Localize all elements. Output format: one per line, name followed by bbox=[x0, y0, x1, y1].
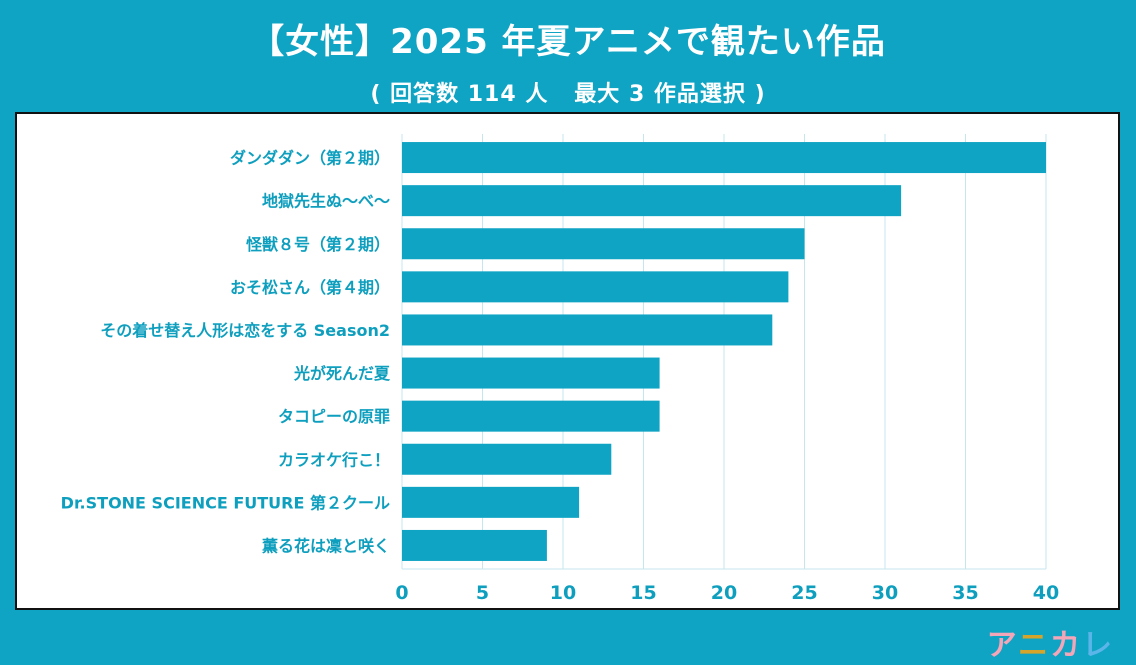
category-label: 怪獣８号（第２期） bbox=[246, 235, 390, 254]
category-label: ダンダダン（第２期） bbox=[230, 149, 390, 168]
x-tick-label: 30 bbox=[872, 582, 898, 604]
chart-panel: ダンダダン（第２期） 地獄先生ぬ～べ～ 怪獣８号（第２期） おそ松さん（第４期） その着… bbox=[15, 112, 1120, 610]
x-tick-label: 10 bbox=[550, 582, 576, 604]
bar bbox=[402, 228, 805, 260]
x-tick-label: 20 bbox=[711, 582, 737, 604]
chart-subtitle: ( 回答数 114 人 最大 3 作品選択 ) bbox=[370, 82, 766, 107]
bar bbox=[402, 185, 902, 217]
x-tick-label: 15 bbox=[630, 582, 656, 604]
logo-char: レ bbox=[1082, 628, 1114, 663]
category-label: カラオケ行こ！ bbox=[278, 450, 390, 469]
bar-chart: ダンダダン（第２期） 地獄先生ぬ～べ～ 怪獣８号（第２期） おそ松さん（第４期） その着… bbox=[61, 134, 1059, 604]
category-label: おそ松さん（第４期） bbox=[230, 278, 390, 297]
category-label: タコピーの原罪 bbox=[278, 407, 390, 426]
category-label: 地獄先生ぬ～べ～ bbox=[262, 192, 390, 211]
x-tick-label: 25 bbox=[791, 582, 817, 604]
anikare-logo: アニカレ bbox=[987, 620, 1114, 664]
x-tick-label: 35 bbox=[952, 582, 978, 604]
x-tick-label: 40 bbox=[1033, 582, 1059, 604]
bar bbox=[402, 142, 1046, 174]
category-label: その着せ替え人形は恋をする Season2 bbox=[100, 321, 390, 340]
logo-char: カ bbox=[1050, 628, 1082, 663]
x-tick-label: 0 bbox=[395, 582, 408, 604]
bar bbox=[402, 271, 789, 303]
bar bbox=[402, 314, 773, 346]
chart-title: 【女性】2025 年夏アニメで観たい作品 bbox=[250, 22, 886, 62]
bar bbox=[402, 357, 660, 389]
x-tick-labels: 0 5 10 15 20 25 30 35 40 bbox=[395, 582, 1059, 604]
x-tick-label: 5 bbox=[476, 582, 489, 604]
bar bbox=[402, 400, 660, 432]
logo-char: ア bbox=[986, 628, 1018, 663]
category-label: Dr.STONE SCIENCE FUTURE 第２クール bbox=[61, 493, 390, 512]
bar bbox=[402, 529, 547, 561]
category-label: 光が死んだ夏 bbox=[293, 364, 391, 383]
logo-char: ニ bbox=[1018, 628, 1050, 663]
bar bbox=[402, 486, 580, 518]
bar bbox=[402, 443, 612, 475]
category-label: 薫る花は凜と咲く bbox=[262, 536, 390, 555]
category-labels: ダンダダン（第２期） 地獄先生ぬ～べ～ 怪獣８号（第２期） おそ松さん（第４期） その着… bbox=[61, 149, 391, 556]
bars bbox=[402, 142, 1046, 561]
